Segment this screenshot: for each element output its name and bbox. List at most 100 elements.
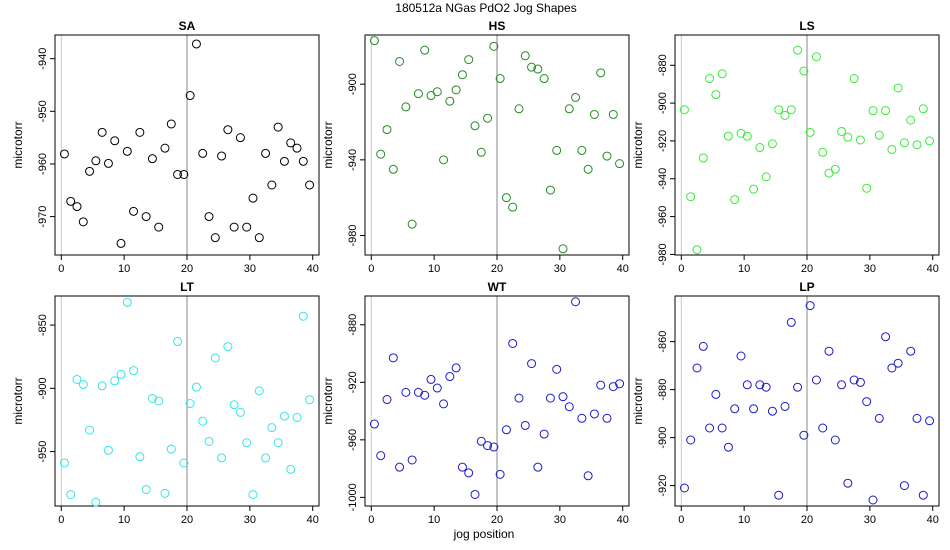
data-point — [786, 317, 796, 327]
data-point — [837, 380, 847, 390]
data-point — [439, 155, 449, 165]
data-point — [72, 374, 82, 384]
data-point — [736, 351, 746, 361]
data-point — [583, 164, 593, 174]
data-point — [558, 244, 568, 254]
data-point — [761, 172, 771, 182]
data-point — [767, 139, 777, 149]
data-point — [191, 39, 201, 49]
data-point — [66, 196, 76, 206]
data-point — [799, 430, 809, 440]
data-point — [426, 374, 436, 384]
data-point — [545, 393, 555, 403]
data-point — [774, 490, 784, 500]
data-point — [78, 217, 88, 227]
data-point — [489, 41, 499, 51]
data-point — [103, 445, 113, 455]
data-point — [868, 495, 878, 505]
data-point — [267, 423, 277, 433]
x-tick-label: 20 — [801, 514, 813, 526]
data-point — [589, 409, 599, 419]
data-point — [129, 206, 139, 216]
data-point — [767, 406, 777, 416]
x-tick-label: 40 — [927, 263, 939, 275]
data-point — [793, 45, 803, 55]
x-tick-label: 40 — [617, 263, 629, 275]
x-tick-label: 10 — [428, 514, 440, 526]
x-tick-label: 0 — [58, 514, 64, 526]
x-tick-label: 30 — [244, 514, 256, 526]
data-point — [906, 115, 916, 125]
data-point — [204, 436, 214, 446]
data-point — [899, 138, 909, 148]
data-point — [185, 399, 195, 409]
y-tick-label: -940 — [347, 149, 359, 171]
data-point — [862, 183, 872, 193]
y-tick-label: -860 — [657, 331, 669, 353]
figure-xlabel: jog position — [453, 527, 515, 541]
data-point — [141, 485, 151, 495]
data-point — [292, 412, 302, 422]
data-point — [520, 51, 530, 61]
data-point — [849, 74, 859, 84]
data-point — [824, 346, 834, 356]
data-point — [508, 202, 518, 212]
data-point — [273, 438, 283, 448]
data-point — [874, 130, 884, 140]
data-point — [912, 140, 922, 150]
data-point — [388, 164, 398, 174]
data-point — [147, 393, 157, 403]
data-point — [91, 156, 101, 166]
data-point — [78, 380, 88, 390]
data-point — [761, 382, 771, 392]
x-tick-label: 30 — [864, 263, 876, 275]
data-point — [85, 425, 95, 435]
y-tick-label: -980 — [347, 225, 359, 247]
x-tick-label: 20 — [181, 514, 193, 526]
data-point — [912, 413, 922, 423]
data-point — [445, 96, 455, 106]
y-tick-label: -980 — [657, 243, 669, 265]
data-point — [248, 193, 258, 203]
data-point — [261, 453, 271, 463]
y-tick-label: -900 — [657, 92, 669, 114]
data-point — [906, 346, 916, 356]
data-point — [413, 387, 423, 397]
data-point — [267, 180, 277, 190]
data-point — [273, 122, 283, 132]
y-tick-label: -880 — [347, 314, 359, 336]
data-point — [97, 127, 107, 137]
data-point — [457, 70, 467, 80]
data-point — [110, 376, 120, 386]
data-point — [382, 395, 392, 405]
data-point — [173, 169, 183, 179]
x-tick-label: 30 — [554, 514, 566, 526]
data-point — [464, 55, 474, 65]
data-point — [413, 89, 423, 99]
data-point — [179, 458, 189, 468]
panel-lp: LP 0 10 20 30 40 -920 -900 -880 -860 microtorr — [631, 280, 940, 526]
y-tick-label: -900 — [37, 377, 49, 399]
x-tick-label: 20 — [181, 263, 193, 275]
data-point — [470, 121, 480, 131]
data-point — [855, 377, 865, 387]
y-tick-label: -940 — [37, 48, 49, 70]
data-point — [868, 106, 878, 116]
y-tick-label: -920 — [347, 371, 359, 393]
data-point — [489, 442, 499, 452]
data-point — [679, 483, 689, 493]
data-point — [830, 164, 840, 174]
x-tick-label: 20 — [491, 263, 503, 275]
data-point — [217, 453, 227, 463]
panel-ls: LS 0 10 20 30 40 -980 -960 -940 -920 -900 -880 micro… — [631, 19, 940, 275]
data-point — [736, 128, 746, 138]
y-tick-label: -900 — [347, 73, 359, 95]
data-point — [564, 104, 574, 114]
data-point — [925, 416, 935, 426]
data-point — [286, 138, 296, 148]
panel-hs: HS 0 10 20 30 40 -980 -940 -900 microtorr — [321, 19, 630, 275]
x-tick-label: 20 — [801, 263, 813, 275]
data-point — [103, 158, 113, 168]
data-point — [495, 469, 505, 479]
x-tick-label: 0 — [368, 514, 374, 526]
